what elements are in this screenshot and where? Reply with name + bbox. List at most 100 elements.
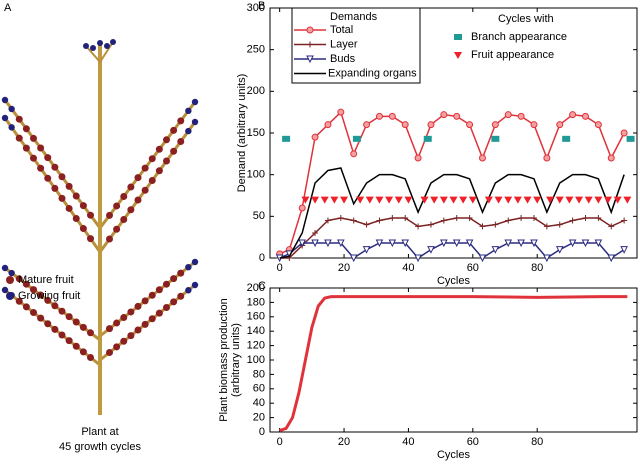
legend-label: Total <box>330 24 353 36</box>
marker <box>478 154 486 162</box>
marker <box>365 196 374 204</box>
marker <box>505 217 512 224</box>
mature-fruit <box>148 291 156 299</box>
x-axis-label: Cycles <box>437 275 471 287</box>
marker <box>375 239 384 248</box>
marker <box>415 223 422 230</box>
marker <box>311 133 319 141</box>
mature-fruit <box>163 304 170 311</box>
marker <box>484 196 493 204</box>
y-tick-label: 200 <box>247 282 265 294</box>
growing-fruit <box>1 96 9 104</box>
growing-fruit <box>185 127 192 135</box>
twig <box>99 41 114 63</box>
series-line <box>279 167 625 259</box>
mature-fruit <box>141 297 149 305</box>
growing-fruit <box>191 118 199 126</box>
marker <box>440 239 448 248</box>
marker <box>517 112 525 120</box>
marker <box>453 215 460 221</box>
marker <box>340 196 349 204</box>
growing-fruit <box>83 43 89 49</box>
mature-fruit <box>30 309 37 316</box>
marker <box>546 196 555 204</box>
mature-fruit <box>15 275 23 283</box>
x-tick-label: 60 <box>467 262 479 274</box>
mature-fruit <box>44 154 52 162</box>
mature-fruit <box>155 145 163 153</box>
marker <box>623 196 632 204</box>
marker <box>363 121 371 129</box>
marker <box>569 111 577 119</box>
mature-fruit <box>44 174 52 182</box>
mature-fruit <box>134 326 142 334</box>
marker <box>337 215 344 221</box>
growing-fruit <box>191 258 199 266</box>
x-tick-label: 0 <box>277 436 283 448</box>
marker <box>468 196 477 204</box>
marker <box>543 254 551 263</box>
mature-fruit <box>134 302 142 310</box>
mature-fruit <box>51 302 59 310</box>
y-tick-label: 20 <box>253 412 265 424</box>
marker <box>375 196 384 204</box>
marker <box>306 26 314 34</box>
y-tick-label: 0 <box>259 252 265 264</box>
mature-fruit <box>170 147 178 155</box>
mature-fruit <box>15 115 23 123</box>
marker <box>311 239 319 248</box>
marker <box>543 223 550 230</box>
growing-fruit <box>8 124 15 131</box>
marker <box>401 121 409 129</box>
y-tick-label: 100 <box>247 169 265 181</box>
mature-fruit <box>177 292 185 300</box>
marker <box>350 217 357 224</box>
marker <box>376 217 383 224</box>
marker <box>491 246 500 254</box>
mature-fruit <box>51 184 59 192</box>
marker <box>389 215 396 221</box>
legend-label: Buds <box>330 53 356 65</box>
marker <box>466 121 474 129</box>
panel-label: A <box>4 2 12 14</box>
caption: Plant at <box>81 426 118 438</box>
mature-fruit <box>44 320 52 328</box>
y-tick-label: 40 <box>253 397 265 409</box>
growing-fruit <box>191 281 199 289</box>
y-tick-label: 100 <box>247 354 265 366</box>
marker <box>568 239 577 248</box>
legend-label: Layer <box>330 38 358 50</box>
growing-fruit <box>1 114 9 122</box>
marker <box>513 196 522 204</box>
marker <box>562 135 571 142</box>
marker <box>613 196 622 204</box>
marker <box>324 121 332 129</box>
mature-fruit <box>127 183 135 191</box>
marker <box>565 196 574 204</box>
mature-fruit <box>127 206 135 214</box>
marker <box>575 196 584 204</box>
mature-fruit <box>65 337 73 345</box>
marker <box>420 196 429 204</box>
marker <box>306 55 314 64</box>
plant-illustration <box>1 39 199 415</box>
y-tick-label: 140 <box>247 325 265 337</box>
mature-fruit <box>106 325 113 333</box>
mature-fruit <box>44 296 52 304</box>
legend-box <box>291 7 421 84</box>
mature-fruit <box>65 204 73 212</box>
growing-fruit <box>1 286 9 294</box>
marker <box>556 221 563 228</box>
legend-title: Cycles with <box>498 13 554 25</box>
marker <box>530 215 537 221</box>
y-tick-label: 160 <box>247 311 265 323</box>
marker <box>414 254 422 263</box>
marker <box>584 196 593 204</box>
mature-fruit <box>177 138 185 145</box>
mature-fruit <box>134 174 142 182</box>
marker <box>337 108 345 116</box>
marker <box>504 196 513 204</box>
mature-fruit <box>87 354 94 361</box>
